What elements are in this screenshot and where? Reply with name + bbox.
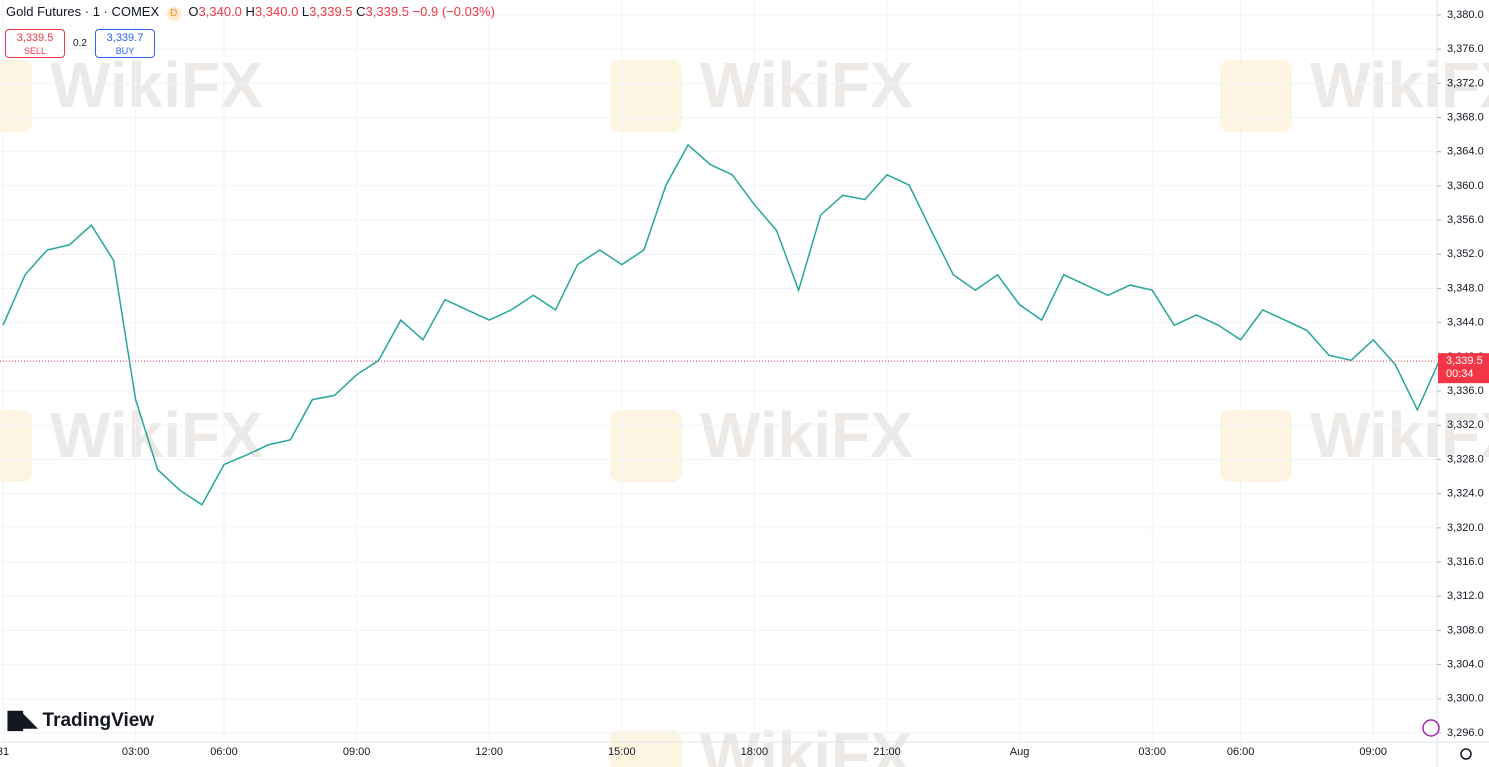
x-tick-label: 12:00 [475,746,503,758]
y-tick-label: 3,356.0 [1447,214,1484,226]
header: Gold Futures · 1 · COMEX D O3,340.0 H3,3… [6,4,495,21]
y-tick-label: 3,304.0 [1447,659,1484,671]
x-tick-label: 03:00 [122,746,150,758]
x-tick-label: 31 [0,746,9,758]
watermark: WikiFX [50,399,263,471]
ohlc-value: 3,339.5 [309,4,353,19]
y-tick-label: 3,312.0 [1447,590,1484,602]
sell-price: 3,339.5 [16,32,54,44]
y-tick-label: 3,308.0 [1447,624,1484,636]
watermark: WikiFX [700,719,913,767]
ohlc-label: C [356,4,366,19]
brand: ▇◣ TradingView [8,710,155,731]
x-tick-label: 18:00 [741,746,769,758]
ohlc-value: 3,340.0 [254,4,299,19]
y-tick-label: 3,348.0 [1447,282,1484,294]
watermark-logo [0,410,32,482]
watermark-logo [610,410,682,482]
buy-label: BUY [115,46,135,56]
watermark: WikiFX [700,399,913,471]
ohlc-label: H [245,4,255,19]
countdown: 00:34 [1446,368,1474,380]
settings-icon [1460,748,1472,760]
flash-icon [1422,719,1440,737]
watermark: WikiFX [50,49,263,121]
buy-button[interactable]: 3,339.7 BUY [95,29,155,58]
symbol[interactable]: Gold Futures · 1 · COMEX [6,4,160,19]
last-price-label: 3,339.5 [1446,355,1483,367]
watermark-logo [1220,410,1292,482]
ohlc-value: 3,339.5 [365,4,409,19]
buy-price: 3,339.7 [106,32,144,44]
y-tick-label: 3,344.0 [1447,317,1484,329]
y-tick-label: 3,328.0 [1447,453,1484,465]
watermark: WikiFX [1310,399,1489,471]
y-tick-label: 3,324.0 [1447,488,1484,500]
price-line [2,143,1441,506]
y-tick-label: 3,332.0 [1447,419,1484,431]
x-tick-label: 03:00 [1138,746,1166,758]
y-tick-label: 3,300.0 [1447,693,1484,705]
watermark-logo [1220,60,1292,132]
watermark: WikiFX [1310,49,1489,121]
sell-label: SELL [23,46,47,56]
brand-name: TradingView [42,710,155,731]
last-price-tag [1438,353,1489,384]
y-tick-label: 3,360.0 [1447,180,1484,192]
y-tick-label: 3,376.0 [1447,43,1484,55]
y-tick-label: 3,380.0 [1447,9,1484,21]
y-tick-label: 3,336.0 [1447,385,1484,397]
ohlc-label: O [188,4,199,19]
ohlc-value: 3,340.0 [198,4,242,19]
watermark-logo [610,730,682,767]
watermark-logo [0,60,32,132]
y-tick-label: 3,352.0 [1447,248,1484,260]
spread: 0.2 [73,38,87,49]
y-tick-label: 3,368.0 [1447,111,1484,123]
change: −0.9 (−0.03%) [412,4,495,19]
watermark-logo [610,60,682,132]
x-tick-label: 06:00 [210,746,238,758]
y-tick-label: 3,372.0 [1447,77,1484,89]
sell-button[interactable]: 3,339.5 SELL [5,29,65,58]
y-tick-label: 3,316.0 [1447,556,1484,568]
y-tick-label: 3,364.0 [1447,146,1484,158]
x-tick-label: 09:00 [343,746,371,758]
x-tick-label: 15:00 [608,746,636,758]
x-tick-label: 06:00 [1227,746,1255,758]
x-tick-label: 09:00 [1359,746,1387,758]
interval-badge: D [166,7,181,21]
ohlc-label: L [301,4,310,19]
watermark: WikiFX [700,49,913,121]
x-tick-label: 21:00 [873,746,901,758]
y-tick-label: 3,320.0 [1447,522,1484,534]
y-tick-label: 3,296.0 [1447,727,1484,739]
x-tick-label: Aug [1010,746,1030,758]
